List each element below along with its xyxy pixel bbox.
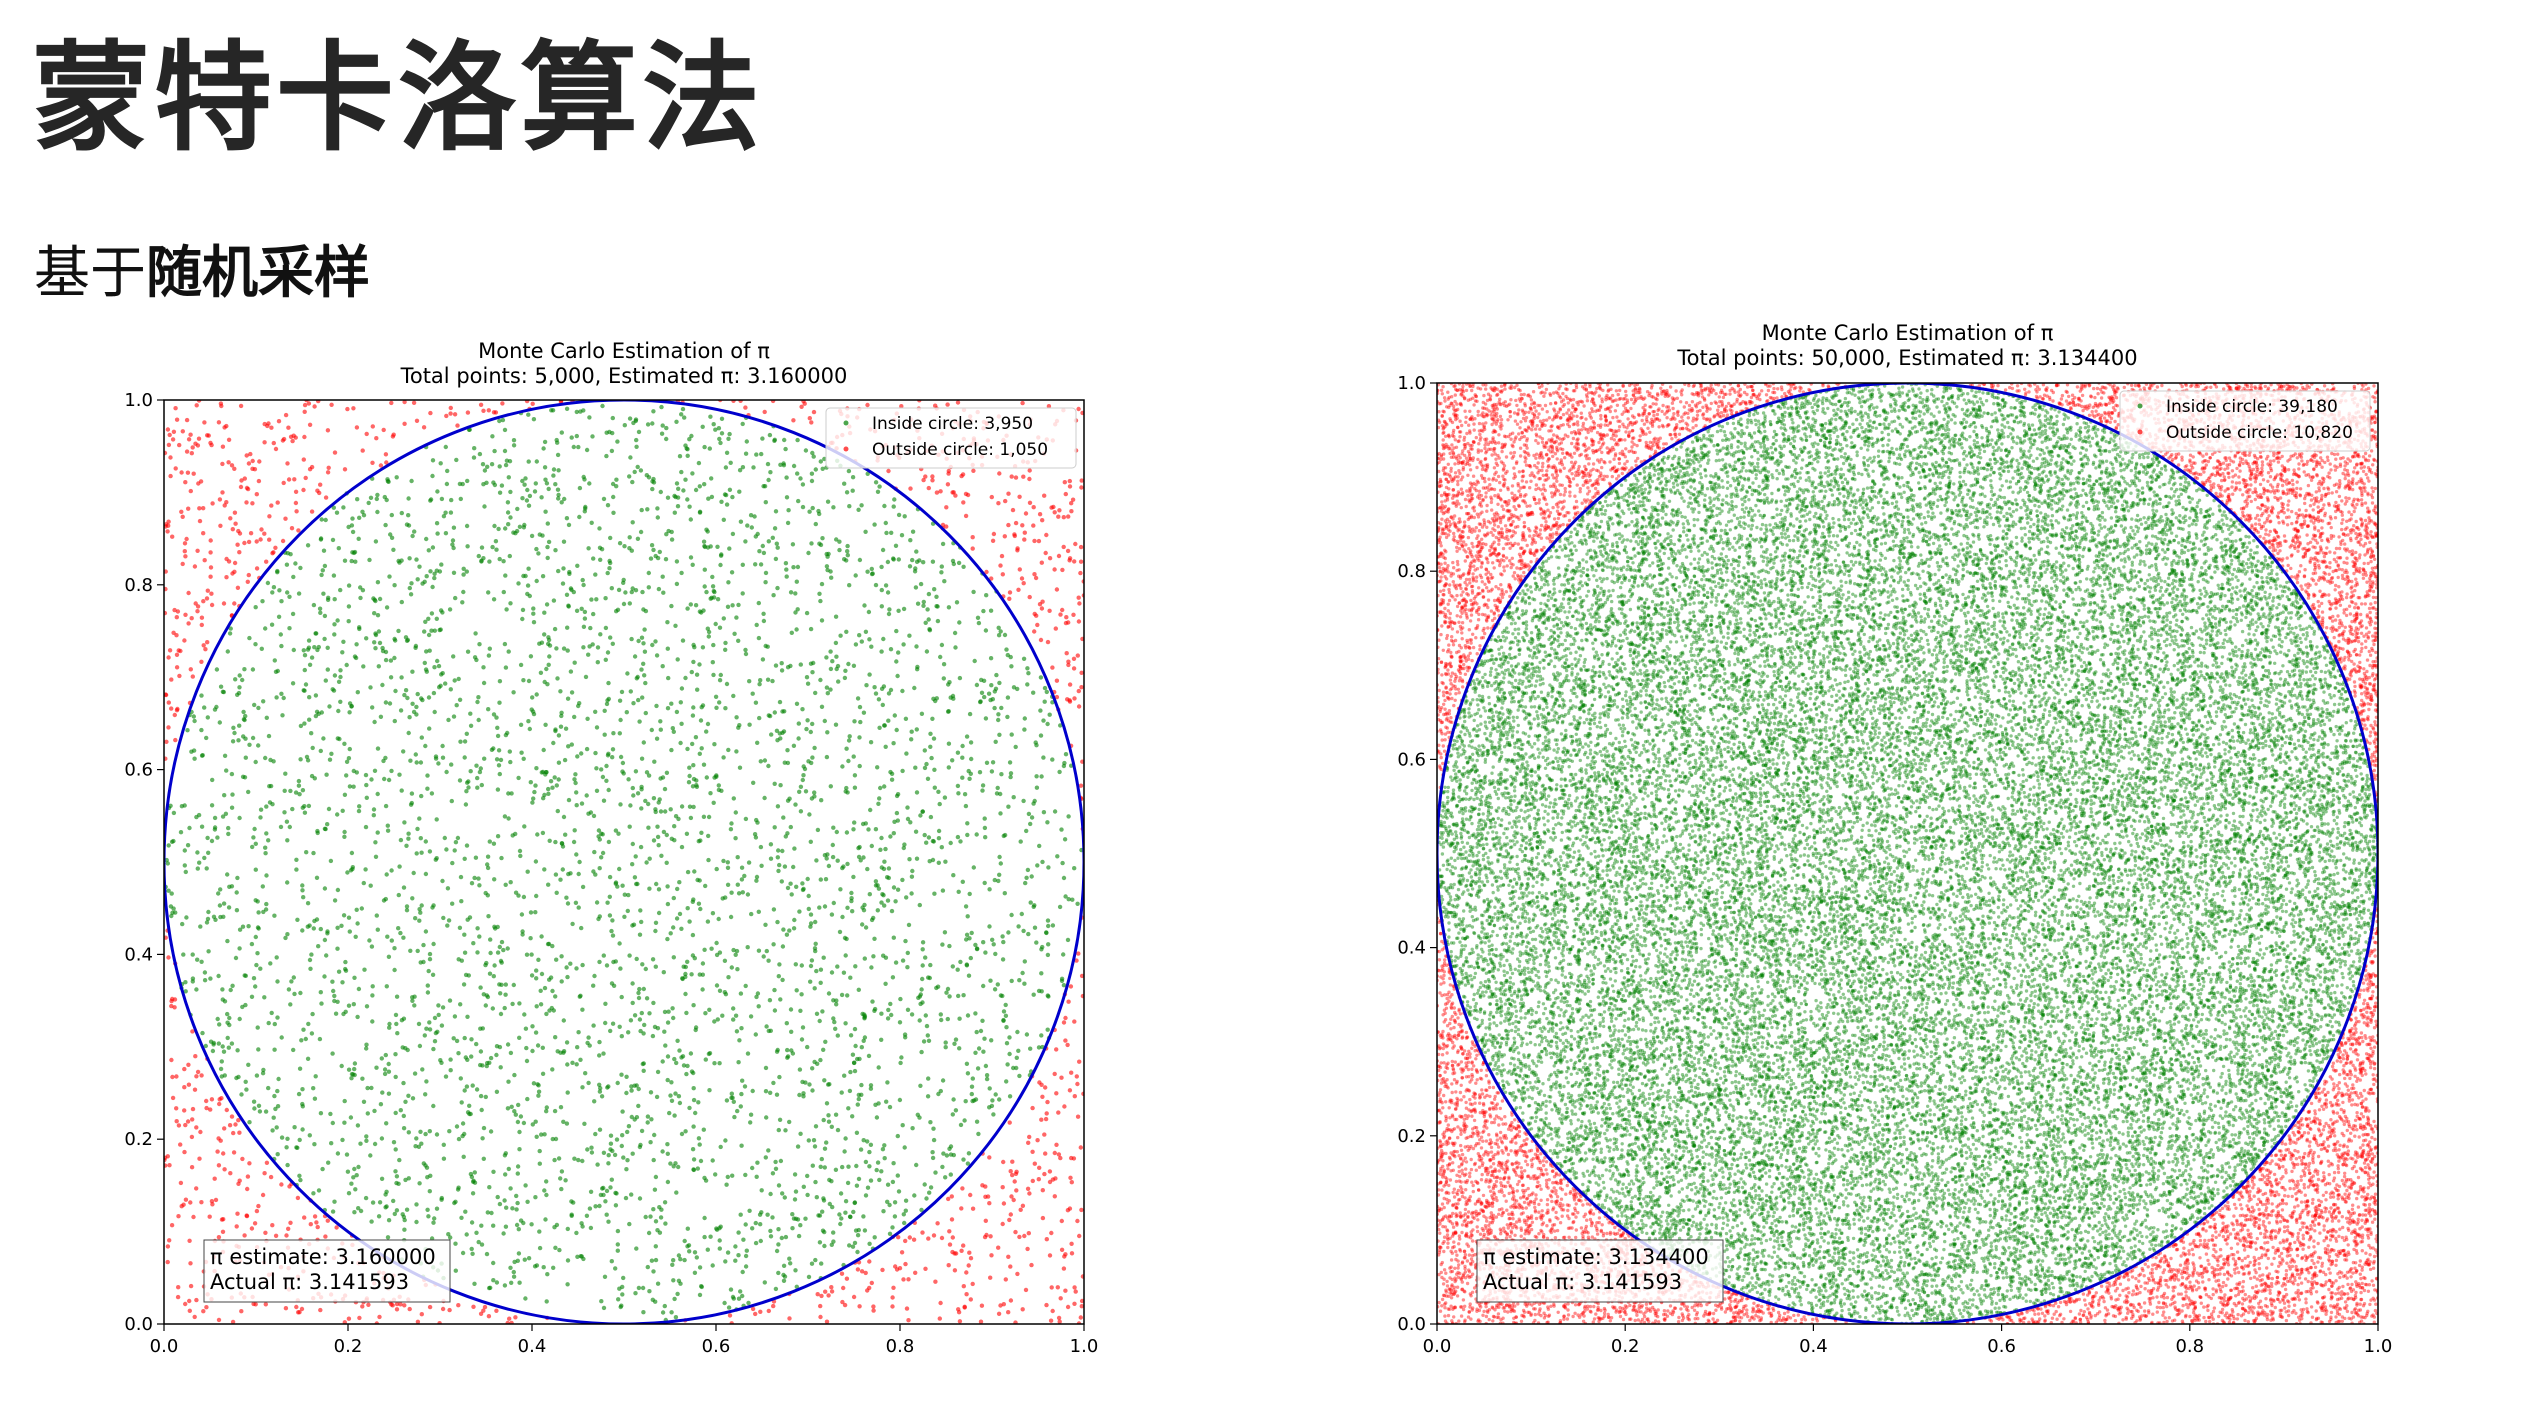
legend-label: Outside circle: 1,050 xyxy=(872,440,1048,460)
annotation-box xyxy=(203,1239,451,1303)
plot-frame xyxy=(163,399,1085,1325)
x-tick-label: 0.2 xyxy=(334,1336,363,1357)
x-tick-label: 0.0 xyxy=(1423,1336,1452,1357)
legend-label: Inside circle: 39,180 xyxy=(2166,397,2338,417)
legend-box xyxy=(2119,390,2371,452)
y-tick-label: 0.0 xyxy=(124,1314,153,1335)
y-tick-label: 0.8 xyxy=(1397,561,1426,582)
x-tick-label: 0.4 xyxy=(518,1336,547,1357)
legend-marker xyxy=(2137,403,2143,409)
y-tick-label: 1.0 xyxy=(1397,373,1426,394)
subtitle-emphasis: 随机采样 xyxy=(146,241,370,306)
x-tick-label: 1.0 xyxy=(1070,1336,1099,1357)
y-tick-label: 0.6 xyxy=(1397,749,1426,770)
slide-title: 蒙特卡洛算法 xyxy=(32,28,764,170)
x-tick-label: 0.6 xyxy=(702,1336,731,1357)
chart-title: Monte Carlo Estimation of π xyxy=(1762,321,2054,345)
legend: Inside circle: 3,950 Outside circle: 1,05… xyxy=(825,407,1077,469)
unit-circle-boundary xyxy=(164,400,1084,1324)
x-tick-label: 0.8 xyxy=(2175,1336,2204,1357)
plot-area xyxy=(164,400,1084,1324)
plot-frame xyxy=(1436,382,2379,1325)
x-tick-label: 0.8 xyxy=(886,1336,915,1357)
legend-marker xyxy=(2137,429,2143,435)
chart-subtitle: Total points: 50,000, Estimated π: 3.134… xyxy=(1676,346,2137,370)
legend: Inside circle: 39,180 Outside circle: 10,… xyxy=(2119,390,2371,452)
chart-subtitle: Total points: 5,000, Estimated π: 3.1600… xyxy=(400,364,848,388)
subtitle-prefix: 基于 xyxy=(34,241,146,306)
y-tick-label: 0.2 xyxy=(1397,1126,1426,1147)
y-tick-label: 1.0 xyxy=(124,390,153,411)
annotation-line: Actual π: 3.141593 xyxy=(1483,1270,1682,1294)
annotation-line: π estimate: 3.134400 xyxy=(1483,1245,1709,1269)
x-tick-label: 0.0 xyxy=(150,1336,179,1357)
y-tick-label: 0.0 xyxy=(1397,1314,1426,1335)
annotation-line: Actual π: 3.141593 xyxy=(210,1270,409,1294)
y-tick-label: 0.6 xyxy=(124,760,153,781)
annotation-box xyxy=(1476,1239,1724,1303)
outside-points xyxy=(164,400,1084,1324)
outside-points xyxy=(1437,383,2378,1324)
legend-box xyxy=(825,407,1077,469)
legend-label: Inside circle: 3,950 xyxy=(872,414,1033,434)
y-tick-label: 0.4 xyxy=(124,944,153,965)
legend-marker xyxy=(843,446,849,452)
legend-marker xyxy=(843,420,849,426)
plot-area xyxy=(1437,383,2378,1324)
x-tick-label: 0.2 xyxy=(1611,1336,1640,1357)
x-tick-label: 0.6 xyxy=(1987,1336,2016,1357)
annotation-line: π estimate: 3.160000 xyxy=(210,1245,436,1269)
x-tick-label: 0.4 xyxy=(1799,1336,1828,1357)
unit-circle-boundary xyxy=(1437,383,2378,1324)
y-tick-label: 0.8 xyxy=(124,575,153,596)
inside-points xyxy=(1437,383,2378,1324)
y-tick-label: 0.2 xyxy=(124,1129,153,1150)
slide-subtitle: 基于随机采样 xyxy=(34,240,370,307)
inside-points xyxy=(164,403,1084,1323)
x-tick-label: 1.0 xyxy=(2364,1336,2393,1357)
chart-title: Monte Carlo Estimation of π xyxy=(478,339,770,363)
y-tick-label: 0.4 xyxy=(1397,938,1426,959)
legend-label: Outside circle: 10,820 xyxy=(2166,423,2353,443)
